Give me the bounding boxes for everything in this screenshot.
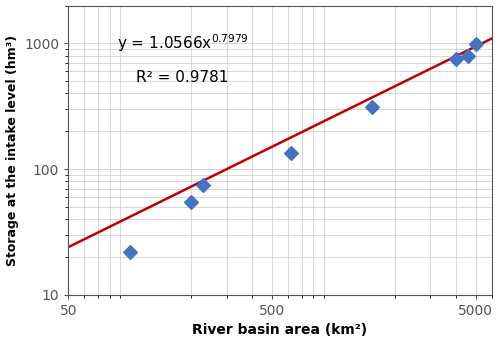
Text: R² = 0.9781: R² = 0.9781 bbox=[136, 70, 229, 85]
Text: y = 1.0566x$^{0.7979}$: y = 1.0566x$^{0.7979}$ bbox=[116, 32, 248, 54]
Point bbox=[464, 53, 472, 58]
Point bbox=[287, 150, 295, 155]
X-axis label: River basin area (km²): River basin area (km²) bbox=[192, 323, 368, 338]
Point bbox=[368, 105, 376, 110]
Point bbox=[452, 56, 460, 62]
Point bbox=[187, 199, 195, 204]
Point bbox=[472, 41, 480, 47]
Point bbox=[199, 182, 207, 188]
Y-axis label: Storage at the intake level (hm³): Storage at the intake level (hm³) bbox=[6, 35, 18, 266]
Point bbox=[126, 249, 134, 255]
